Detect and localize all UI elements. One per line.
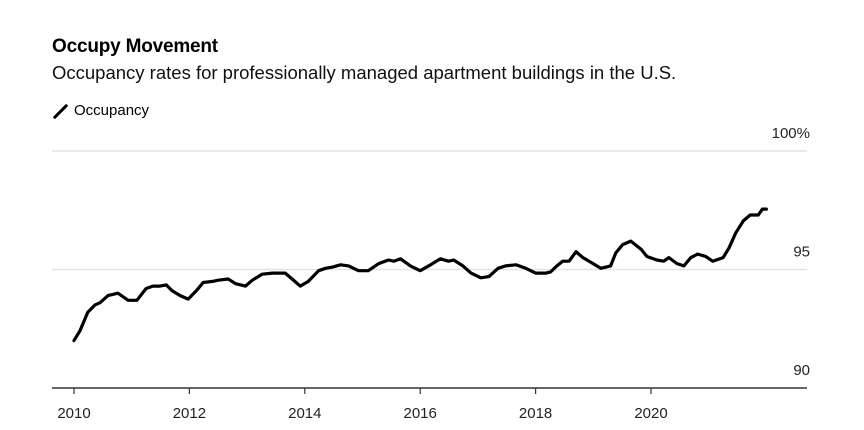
y-tick-label-90: 90: [793, 362, 810, 379]
x-tick-label-2020: 2020: [634, 405, 667, 422]
x-tick-label-2014: 2014: [288, 405, 321, 422]
y-axis-labels: 90 95 100%: [772, 125, 810, 379]
x-tick-label-2018: 2018: [519, 405, 552, 422]
chart-subtitle: Occupancy rates for professionally manag…: [52, 62, 677, 83]
x-axis-labels: 2010 2012 2014 2016 2018 2020: [57, 405, 667, 422]
chart-title: Occupy Movement: [52, 36, 218, 57]
series-line-occupancy: [72, 207, 768, 343]
legend: Occupancy: [52, 102, 149, 119]
y-tick-label-100: 100%: [772, 125, 810, 142]
series-lines: [72, 207, 768, 343]
y-tick-label-95: 95: [793, 244, 810, 261]
gridlines: [52, 150, 807, 271]
x-tick-label-2016: 2016: [404, 405, 437, 422]
x-tick-label-2012: 2012: [173, 405, 206, 422]
legend-label-occupancy: Occupancy: [74, 102, 150, 119]
x-tick-label-2010: 2010: [57, 405, 90, 422]
x-axis: [52, 387, 807, 394]
